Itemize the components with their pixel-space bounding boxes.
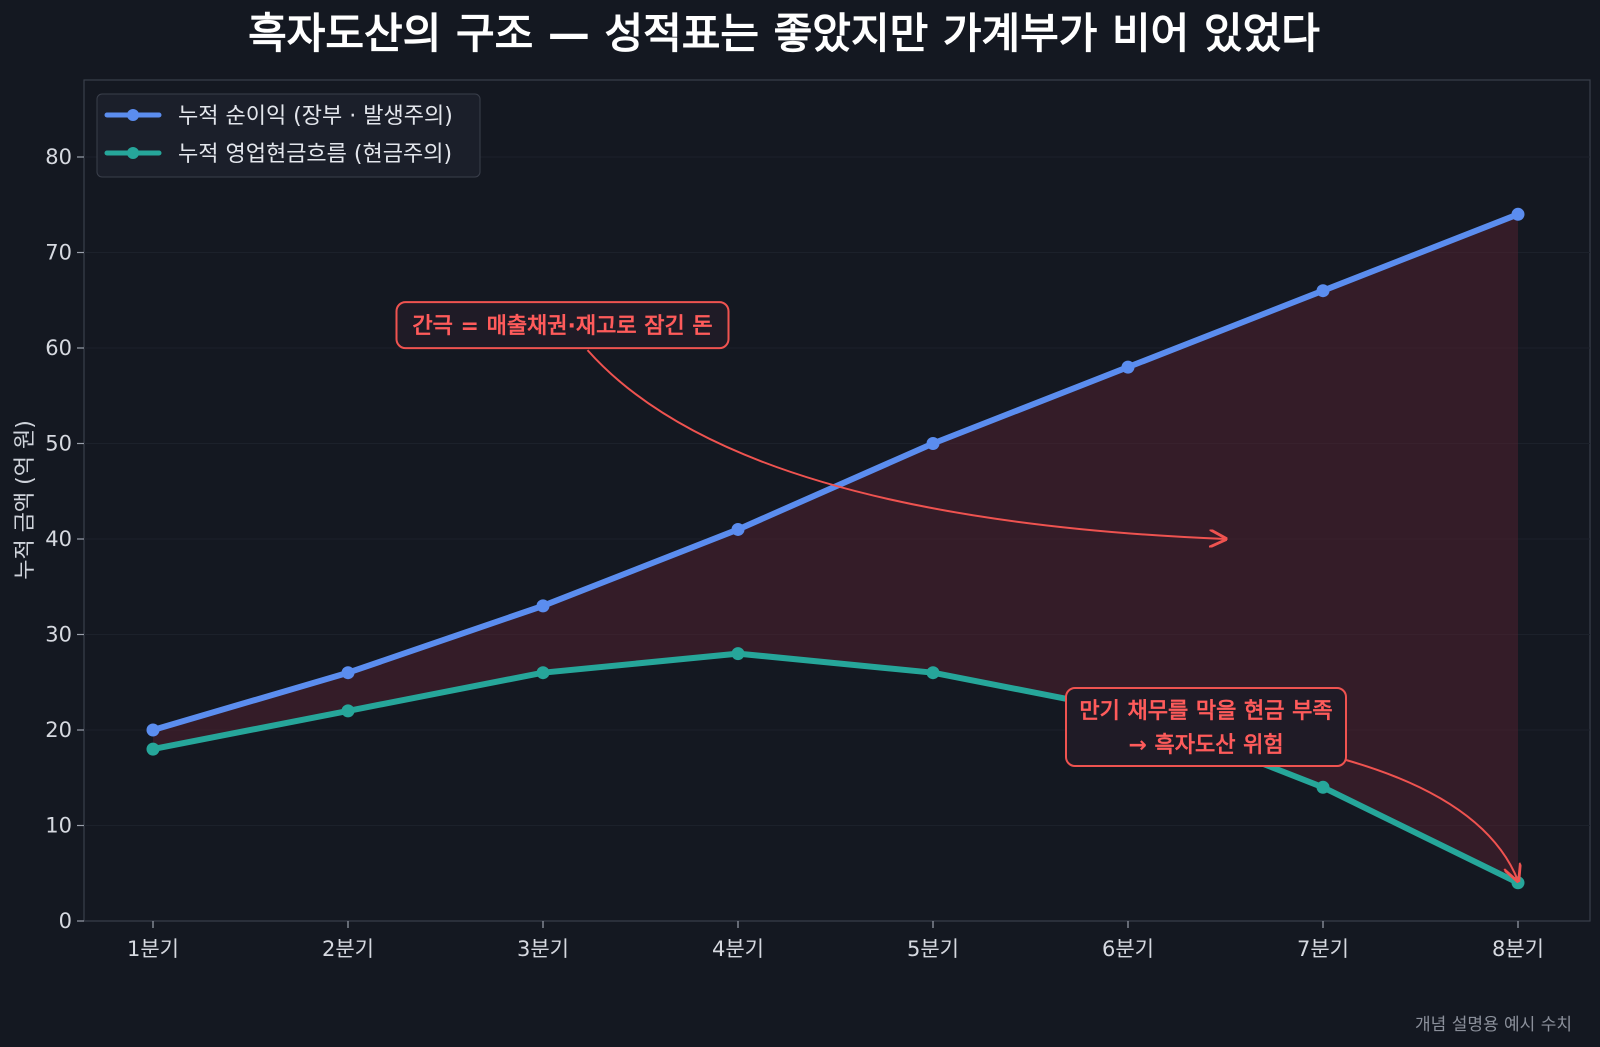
data-point-net-income	[536, 599, 550, 613]
annotation-arrow-gap	[586, 349, 1226, 539]
y-tick-label: 0	[59, 909, 72, 933]
data-point-cash-flow	[536, 666, 550, 680]
data-point-cash-flow	[341, 704, 355, 718]
y-tick-label: 30	[45, 623, 72, 647]
x-tick-label: 3분기	[517, 937, 569, 961]
y-tick-label: 10	[45, 814, 72, 838]
data-point-cash-flow	[731, 647, 745, 661]
legend-label-net-income: 누적 순이익 (장부 · 발생주의)	[178, 104, 453, 129]
legend-marker-cash-flow	[127, 147, 139, 159]
x-axis-ticks: 1분기 2분기 3분기 4분기 5분기 6분기 7분기 8분기	[127, 921, 1544, 961]
y-tick-label: 70	[45, 241, 72, 265]
x-tick-label: 5분기	[907, 937, 959, 961]
data-point-net-income	[926, 437, 940, 450]
annotation-text-gap: 간극 = 매출채권·재고로 잠긴 돈	[412, 314, 712, 339]
annotation-text-risk: 만기 채무를 막을 현금 부족	[1079, 699, 1332, 724]
y-tick-label: 40	[45, 527, 72, 551]
chart-title: 흑자도산의 구조 — 성적표는 좋았지만 가계부가 비어 있었다	[248, 9, 1320, 58]
series-cash-flow	[146, 647, 1525, 890]
data-point-cash-flow	[926, 666, 940, 680]
annotation-box-gap	[395, 301, 730, 350]
x-tick-label: 1분기	[127, 937, 179, 961]
legend-label-cash-flow: 누적 영업현금흐름 (현금주의)	[178, 142, 452, 167]
annotation-arrow-risk	[1345, 759, 1518, 881]
legend-marker-net-income	[127, 109, 139, 121]
data-point-net-income	[731, 522, 745, 536]
plot-area	[83, 79, 1591, 922]
data-point-net-income	[1316, 284, 1330, 298]
footnote: 개념 설명용 예시 수치	[1415, 1015, 1572, 1035]
annotations: 간극 = 매출채권·재고로 잠긴 돈만기 채무를 막을 현금 부족 → 흑자도산 …	[395, 301, 1519, 881]
data-point-cash-flow	[1316, 780, 1330, 794]
data-point-net-income	[146, 723, 160, 737]
data-point-net-income	[1511, 207, 1525, 221]
x-tick-label: 8분기	[1492, 937, 1544, 961]
series-line-cash-flow	[150, 650, 1521, 886]
y-axis-label: 누적 금액 (억 원)	[13, 420, 38, 580]
legend-box	[96, 93, 481, 178]
annotation-text-risk: → 흑자도산 위험	[1128, 732, 1283, 758]
x-tick-label: 7분기	[1297, 937, 1349, 961]
legend: 누적 순이익 (장부 · 발생주의) 누적 영업현금흐름 (현금주의)	[96, 93, 481, 178]
y-tick-label: 50	[45, 432, 72, 456]
annotation-box-risk	[1065, 687, 1347, 767]
y-axis-ticks: 0 10 20 30 40 50 60 70 80	[45, 145, 84, 933]
y-tick-label: 60	[45, 336, 72, 360]
data-point-cash-flow	[146, 742, 160, 756]
data-point-net-income	[1121, 360, 1135, 374]
x-tick-label: 4분기	[712, 937, 764, 961]
y-tick-label: 20	[45, 718, 72, 742]
y-tick-label: 80	[45, 145, 72, 169]
x-tick-label: 6분기	[1102, 937, 1154, 961]
data-point-net-income	[341, 666, 355, 680]
x-tick-label: 2분기	[322, 937, 374, 961]
